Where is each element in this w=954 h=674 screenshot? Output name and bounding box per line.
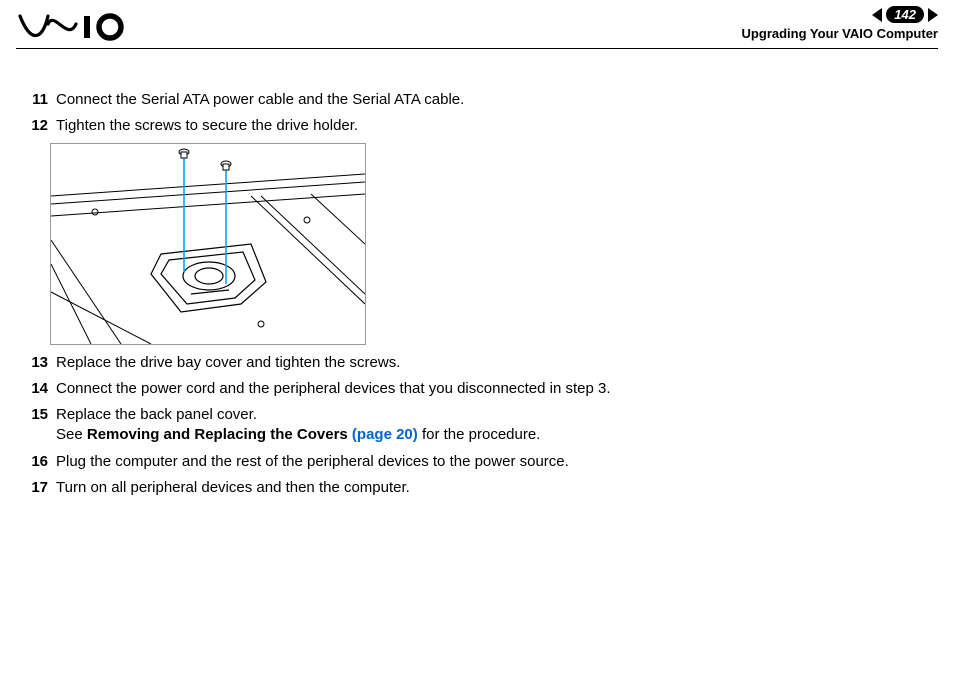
step-number: 17: [22, 478, 56, 498]
step-text: Replace the drive bay cover and tighten …: [56, 353, 922, 373]
step-number: 13: [22, 353, 56, 373]
header-rule: [16, 48, 938, 49]
page-link[interactable]: (page 20): [352, 426, 418, 443]
step-text: Tighten the screws to secure the drive h…: [56, 116, 922, 136]
drive-holder-figure: [50, 143, 366, 345]
step-number: 15: [22, 405, 56, 425]
step-item: 14 Connect the power cord and the periph…: [22, 379, 922, 399]
step-text: Plug the computer and the rest of the pe…: [56, 452, 922, 472]
step-number: 14: [22, 379, 56, 399]
step-item: 17 Turn on all peripheral devices and th…: [22, 478, 922, 498]
step-number: 16: [22, 452, 56, 472]
next-page-arrow-icon[interactable]: [928, 8, 938, 22]
page-number: 142: [886, 6, 924, 23]
step-item: 15 Replace the back panel cover. See Rem…: [22, 405, 922, 446]
vaio-logo: [18, 12, 128, 47]
prev-page-arrow-icon[interactable]: [872, 8, 882, 22]
section-title: Upgrading Your VAIO Computer: [742, 26, 938, 41]
step-item: 11 Connect the Serial ATA power cable an…: [22, 90, 922, 110]
step-number: 12: [22, 116, 56, 136]
content-body: 11 Connect the Serial ATA power cable an…: [22, 90, 922, 504]
step-text: Connect the power cord and the periphera…: [56, 379, 922, 399]
step-text: Replace the back panel cover. See Removi…: [56, 405, 922, 446]
step-item: 13 Replace the drive bay cover and tight…: [22, 353, 922, 373]
step-item: 16 Plug the computer and the rest of the…: [22, 452, 922, 472]
step-text: Turn on all peripheral devices and then …: [56, 478, 922, 498]
step-text: Connect the Serial ATA power cable and t…: [56, 90, 922, 110]
step-item: 12 Tighten the screws to secure the driv…: [22, 116, 922, 136]
step-number: 11: [22, 90, 56, 110]
